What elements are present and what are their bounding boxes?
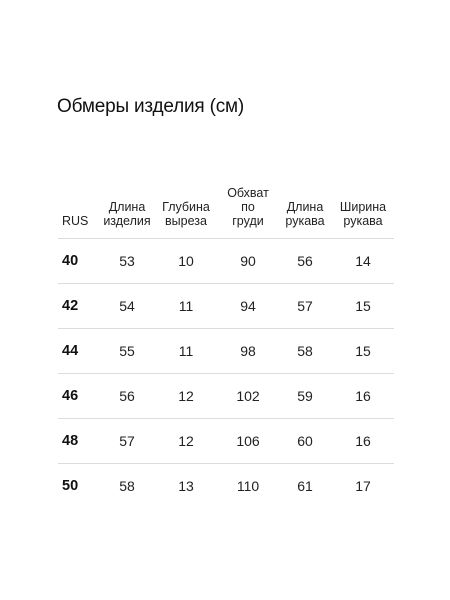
chest-value: 102: [236, 388, 260, 404]
sleeve-length-value: 60: [297, 433, 313, 449]
header-neckline-depth: Глубина выреза: [162, 200, 210, 228]
sleeve-length-value: 61: [297, 478, 313, 494]
neckline-value: 10: [178, 253, 194, 269]
sleeve-length-value: 59: [297, 388, 313, 404]
neckline-value: 12: [178, 433, 194, 449]
sleeve-width-value: 15: [355, 343, 371, 359]
header-rus: RUS: [62, 214, 89, 228]
sleeve-length-value: 56: [297, 253, 313, 269]
sleeve-width-value: 16: [355, 388, 371, 404]
size-rus: 46: [62, 388, 79, 404]
header-chest-girth: Обхват по груди: [227, 186, 269, 228]
length-value: 53: [119, 253, 135, 269]
length-value: 54: [119, 298, 135, 314]
size-rus: 40: [62, 253, 79, 269]
table-row: 44 55 11 98 58 15: [58, 329, 394, 374]
page-title: Обмеры изделия (см): [57, 96, 244, 117]
chest-value: 110: [236, 478, 260, 494]
chest-value: 90: [240, 253, 256, 269]
header-length: Длина изделия: [103, 200, 151, 228]
neckline-value: 11: [178, 343, 194, 359]
sleeve-width-value: 16: [355, 433, 371, 449]
table-header-row: RUS Длина изделия Глубина выреза Обхват …: [58, 180, 394, 239]
size-rus: 50: [62, 478, 79, 494]
sleeve-width-value: 14: [355, 253, 371, 269]
sleeve-length-value: 57: [297, 298, 313, 314]
neckline-value: 11: [178, 298, 194, 314]
sleeve-width-value: 17: [355, 478, 371, 494]
sleeve-width-value: 15: [355, 298, 371, 314]
size-rus: 42: [62, 298, 79, 314]
table-row: 42 54 11 94 57 15: [58, 284, 394, 329]
chest-value: 94: [240, 298, 256, 314]
size-table: RUS Длина изделия Глубина выреза Обхват …: [58, 180, 394, 508]
table-row: 48 57 12 106 60 16: [58, 419, 394, 464]
chest-value: 106: [236, 433, 260, 449]
neckline-value: 13: [178, 478, 194, 494]
sleeve-length-value: 58: [297, 343, 313, 359]
header-sleeve-width: Ширина рукава: [339, 200, 387, 228]
table-row: 46 56 12 102 59 16: [58, 374, 394, 419]
chest-value: 98: [240, 343, 256, 359]
neckline-value: 12: [178, 388, 194, 404]
length-value: 55: [119, 343, 135, 359]
header-sleeve-length: Длина рукава: [285, 200, 325, 228]
table-row: 40 53 10 90 56 14: [58, 239, 394, 284]
length-value: 58: [119, 478, 135, 494]
size-rus: 48: [62, 433, 79, 449]
length-value: 57: [119, 433, 135, 449]
length-value: 56: [119, 388, 135, 404]
table-row: 50 58 13 110 61 17: [58, 464, 394, 508]
size-rus: 44: [62, 343, 79, 359]
